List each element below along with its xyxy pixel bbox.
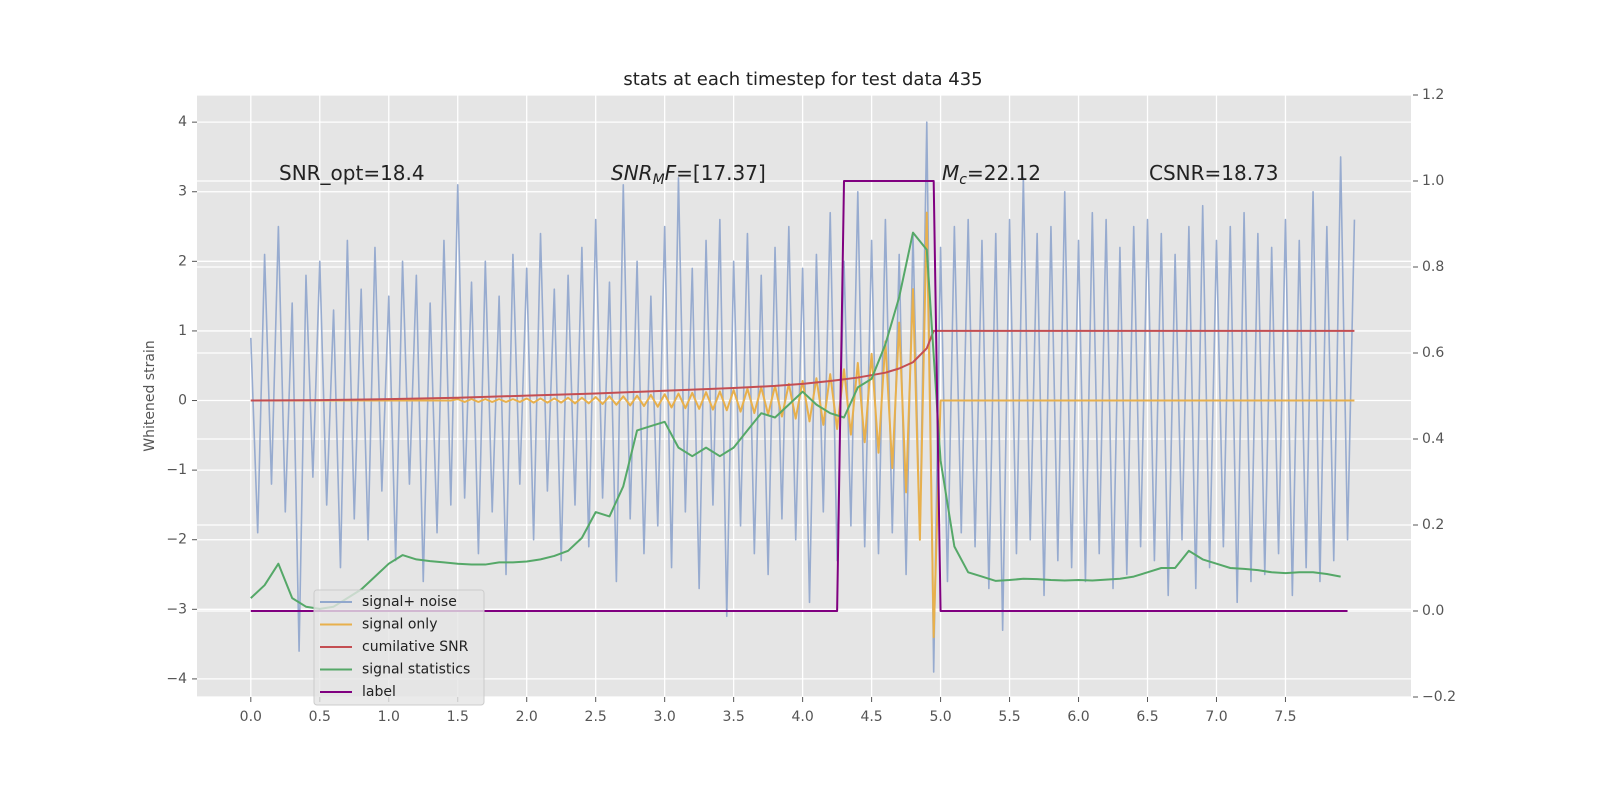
series-line xyxy=(250,329,1355,402)
annotation-part: =[17.37] xyxy=(676,161,766,185)
annotation-part: =22.12 xyxy=(967,161,1041,185)
legend-label: label xyxy=(362,684,396,700)
y2-tick-label: 0.2 xyxy=(1422,517,1444,533)
annotation-part: SNR xyxy=(611,161,653,185)
legend: signal+ noise signal only cumilative SNR si… xyxy=(313,589,485,706)
x-tick-label: 1.5 xyxy=(447,709,469,725)
annotation-part: F xyxy=(665,161,677,185)
y2-tick-label: 0.4 xyxy=(1422,431,1444,447)
annotation: CSNR=18.73 xyxy=(1149,161,1279,185)
series-line xyxy=(250,231,1341,610)
y2-tick-label: 1.2 xyxy=(1422,87,1444,103)
x-tick-label: 4.0 xyxy=(791,709,813,725)
x-tick-label: 5.5 xyxy=(998,709,1020,725)
chart-title: stats at each timestep for test data 435 xyxy=(623,69,982,90)
annotation-part: CSNR=18.73 xyxy=(1149,161,1279,185)
y-tick-label: 3 xyxy=(178,184,187,200)
series-line xyxy=(250,211,1355,639)
y-tick-label: −3 xyxy=(166,601,187,617)
y2-tick-label: 0.6 xyxy=(1422,345,1444,361)
axes: 0.0 0.5 1.0 1.5 2.0 2.5 3.0 3.5 4.0 4.5 5.0 5.5 6.0 6… xyxy=(166,87,1456,725)
x-tick-label: 0.5 xyxy=(309,709,331,725)
y2-tick-label: 0.0 xyxy=(1422,603,1444,619)
series-line xyxy=(250,121,1356,673)
x-tick-label: 3.0 xyxy=(654,709,676,725)
legend-box xyxy=(313,589,485,706)
legend-label: signal+ noise xyxy=(362,594,457,610)
x-tick-label: 6.5 xyxy=(1136,709,1158,725)
x-tick-label: 1.0 xyxy=(378,709,400,725)
annotation: Mc=22.12 xyxy=(942,161,1041,189)
x-tick-label: 0.0 xyxy=(240,709,262,725)
x-tick-label: 6.0 xyxy=(1067,709,1089,725)
x-tick-label: 5.0 xyxy=(929,709,951,725)
annotation-part: M xyxy=(653,172,665,188)
y-tick-label: −4 xyxy=(166,671,187,687)
y-tick-label: 4 xyxy=(178,114,187,130)
y2-tick-label: 1.0 xyxy=(1422,173,1444,189)
annotation-part: c xyxy=(959,172,967,188)
x-tick-label: 7.5 xyxy=(1274,709,1296,725)
annotation: SNRMF=[17.37] xyxy=(611,161,766,189)
series-line xyxy=(250,180,1348,612)
y2-tick-label: −0.2 xyxy=(1422,689,1456,705)
legend-label: signal only xyxy=(362,617,437,633)
x-tick-label: 2.0 xyxy=(516,709,538,725)
annotation-part: SNR_opt=18.4 xyxy=(279,161,425,185)
x-tick-label: 4.5 xyxy=(860,709,882,725)
legend-label: signal statistics xyxy=(362,662,470,678)
y-tick-label: −1 xyxy=(166,462,187,478)
x-tick-label: 7.0 xyxy=(1205,709,1227,725)
lines xyxy=(250,121,1356,673)
y-tick-label: 2 xyxy=(178,253,187,269)
y-tick-label: −2 xyxy=(166,532,187,548)
y-tick-label: 1 xyxy=(178,323,187,339)
x-tick-label: 2.5 xyxy=(585,709,607,725)
x-tick-label: 3.5 xyxy=(723,709,745,725)
y-tick-label: 0 xyxy=(178,393,187,409)
y-axis-label: Whitened strain xyxy=(142,340,158,451)
legend-label: cumilative SNR xyxy=(362,639,469,655)
annotation: SNR_opt=18.4 xyxy=(279,161,425,185)
annotation-part: M xyxy=(942,161,959,185)
y2-tick-label: 0.8 xyxy=(1422,259,1444,275)
